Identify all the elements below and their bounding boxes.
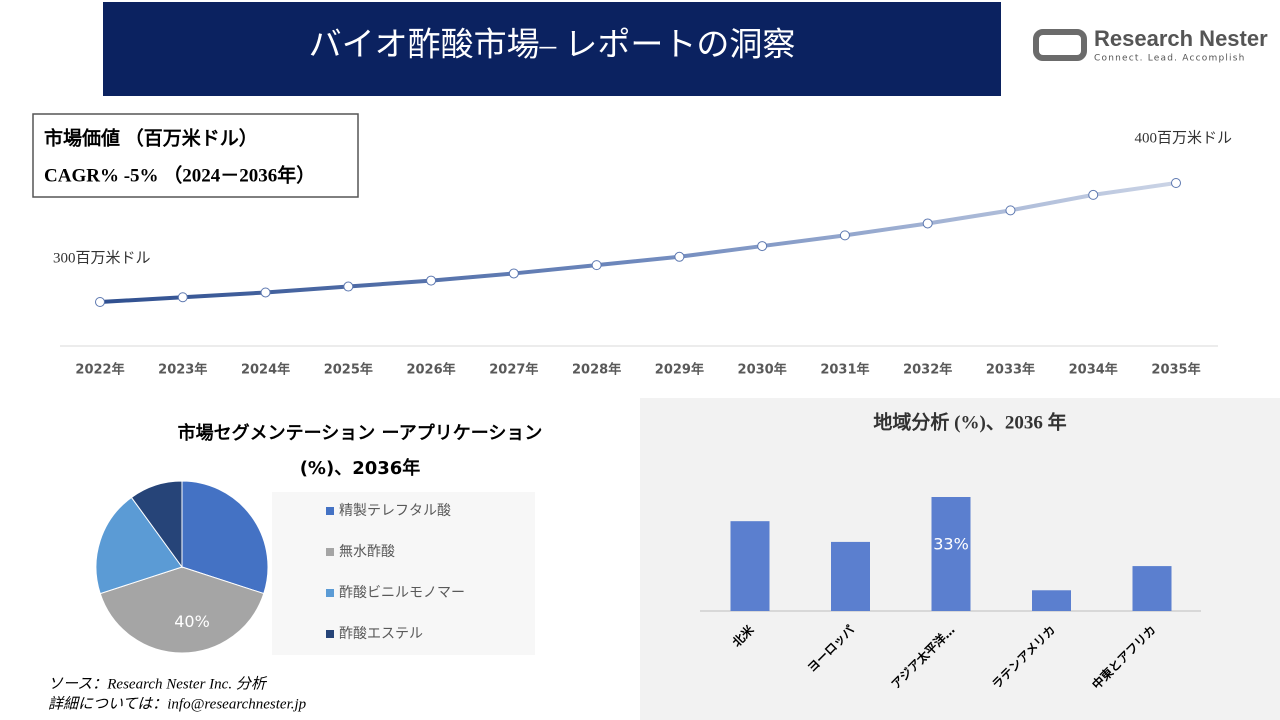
cagr-note: CAGR% -5% （2024－2036年） — [44, 163, 315, 186]
bar — [1132, 566, 1172, 611]
x-tick-label: 2032年 — [903, 362, 952, 378]
x-tick-label: 2026年 — [406, 362, 455, 378]
point — [839, 230, 850, 241]
x-tick-label: 2022年 — [75, 362, 124, 378]
bar — [730, 521, 770, 611]
header-band — [103, 2, 1001, 96]
point — [1171, 178, 1181, 188]
page-title: バイオ酢酸市場– レポートの洞察 — [309, 27, 796, 64]
legend-swatch — [326, 548, 334, 556]
pie-slice — [99, 566, 265, 654]
legend-swatch — [326, 589, 334, 597]
x-tick-label: 2033年 — [986, 362, 1035, 378]
point — [508, 268, 519, 279]
value-label: 400百万米ドル — [1134, 129, 1232, 146]
point — [674, 251, 685, 262]
point — [177, 292, 188, 303]
point — [343, 281, 354, 292]
x-tick-label: 2029年 — [655, 362, 704, 378]
point — [591, 260, 602, 271]
x-tick-label: 2035年 — [1151, 362, 1200, 378]
x-tick-label: 2024年 — [241, 362, 290, 378]
x-tick-label: 2023年 — [158, 362, 207, 378]
contact: 詳細については：info@researchnester.jp — [48, 695, 307, 712]
x-tick-label: 2025年 — [324, 362, 373, 378]
logo-icon — [1033, 29, 1087, 61]
point — [922, 218, 933, 229]
line-subtitle: 市場価値 （百万米ドル） — [44, 126, 258, 149]
pie-slice — [130, 480, 183, 569]
bar-title: 地域分析 (%)、2036 年 — [873, 410, 1066, 433]
value-label: 300百万米ドル — [53, 249, 151, 266]
legend-swatch — [326, 507, 334, 515]
x-tick-label: 2031年 — [820, 362, 869, 378]
bar — [831, 541, 870, 611]
pie-title: (%)、2036年 — [300, 457, 421, 479]
info-box — [32, 113, 359, 198]
bar — [931, 497, 971, 611]
pie-legend-box — [272, 492, 535, 655]
pie-slice — [95, 496, 183, 595]
pie-slice — [181, 480, 269, 595]
value-label: 33% — [933, 535, 969, 554]
logo-tagline: Connect. Lead. Accomplish — [1094, 54, 1246, 64]
x-tick-label: 2028年 — [572, 362, 621, 378]
point — [260, 287, 271, 298]
logo-name: Research Nester — [1094, 26, 1268, 51]
x-tick-label: 2027年 — [489, 362, 538, 378]
legend-label: 精製テレフタル酸 — [339, 503, 451, 519]
value-label: 40% — [174, 612, 210, 631]
line — [99, 181, 1177, 304]
legend-swatch — [326, 630, 334, 638]
source: ソース：Research Nester Inc. 分析 — [48, 675, 268, 692]
point — [95, 297, 105, 307]
point — [426, 275, 437, 286]
legend-label: 酢酸ビニルモノマー — [339, 585, 465, 601]
x-tick-label: 2030年 — [738, 362, 787, 378]
point — [757, 241, 768, 252]
legend-label: 酢酸エステル — [339, 626, 423, 642]
legend-label: 無水酢酸 — [339, 544, 395, 560]
bar — [1032, 590, 1071, 611]
point — [1005, 205, 1016, 216]
x-tick-label: 2034年 — [1069, 362, 1118, 378]
pie-title: 市場セグメンテーション ーアプリケーション — [178, 422, 543, 444]
point — [1088, 189, 1099, 200]
